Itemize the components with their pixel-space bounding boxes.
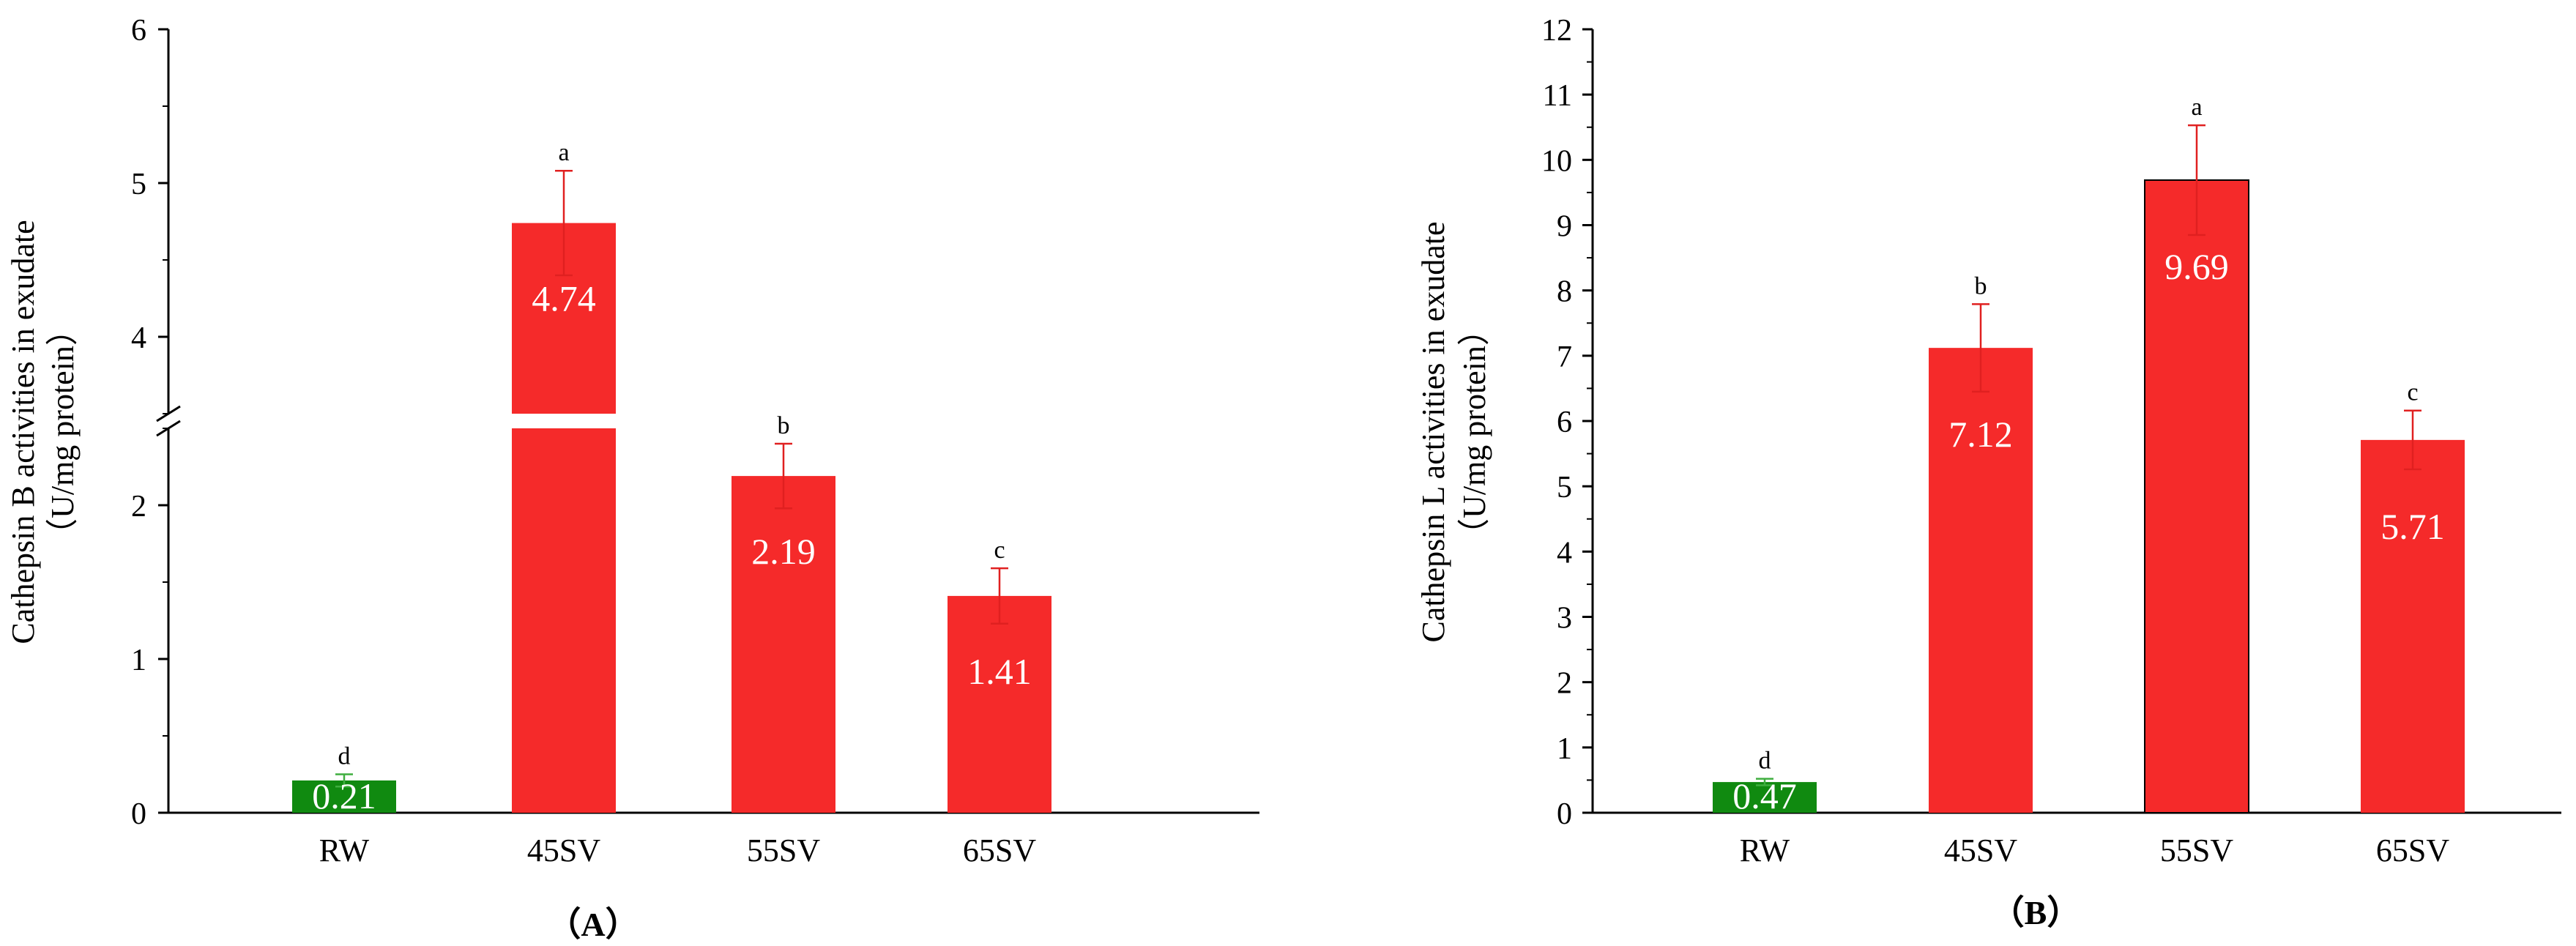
- chart-a-x-tick-label: 55SV: [747, 833, 820, 868]
- chart-a-labels: d 0.21 a 4.74 b 2.19 c 1.41: [312, 139, 1032, 816]
- chart-b-x-tick-label: 45SV: [1944, 833, 2017, 868]
- chart-a-value-label: 1.41: [967, 651, 1032, 692]
- chart-b-significance-label: c: [2407, 379, 2418, 406]
- chart-a-x-tick-label: 45SV: [527, 833, 600, 868]
- chart-b-y-tick-label: 12: [1541, 14, 1572, 48]
- chart-b-ylabel-unit: （U/mg protein）: [1456, 313, 1492, 551]
- chart-a-y-tick-label: 0: [131, 797, 146, 831]
- chart-a-axes: [156, 28, 1259, 814]
- chart-a-ylabel-unit: （U/mg protein）: [45, 313, 81, 551]
- chart-b-bar-65sv: [2361, 439, 2465, 813]
- chart-a-ylabel: Cathepsin B activities in exudate: [5, 220, 41, 644]
- chart-a-significance-label: a: [558, 139, 569, 166]
- chart-b-bar-55sv: [2144, 179, 2249, 814]
- chart-a-bar-65sv: [948, 595, 1051, 813]
- chart-b-y-tick-label: 8: [1557, 275, 1572, 309]
- chart-b-value-label: 0.47: [1732, 775, 1797, 816]
- chart-b-labels: d0.47 b 7.12 a 9.69 c 5.71: [1732, 94, 2445, 816]
- chart-b-significance-label: d: [1759, 748, 1771, 775]
- chart-a-y-tick-label: 4: [131, 321, 146, 355]
- chart-b-x-tick-label: RW: [1740, 833, 1790, 868]
- chart-b-bar-45sv: [1929, 348, 2033, 813]
- chart-a-value-label: 4.74: [532, 278, 596, 319]
- chart-a-y-tick-label: 2: [131, 490, 146, 524]
- chart-b-y-tick-label: 0: [1557, 797, 1572, 831]
- chart-b-y-tick-label: 5: [1557, 471, 1572, 504]
- chart-b-y-tick-label: 4: [1557, 536, 1572, 570]
- chart-a-significance-label: c: [994, 537, 1005, 564]
- chart-a-y-tick-label: 1: [131, 644, 146, 677]
- chart-a-y-tick-label: 5: [131, 168, 146, 201]
- chart-a-bar-55sv: [732, 476, 835, 813]
- chart-b-value-label: 9.69: [2164, 246, 2229, 287]
- chart-a-panel-label: （A）: [547, 906, 639, 943]
- chart-b-y-tick-label: 7: [1557, 340, 1572, 374]
- chart-b-x-tick-label: 65SV: [2376, 833, 2449, 868]
- chart-a-x-tick-label: RW: [319, 833, 370, 868]
- chart-b-error-bars: [1756, 124, 2421, 786]
- chart-a-x-tick-label: 65SV: [963, 833, 1036, 868]
- chart-a-bar-45sv: [512, 428, 616, 813]
- chart-b: Cathepsin L activities in exudate （U/mg …: [1415, 14, 2561, 931]
- chart-b-x-tick-label: 55SV: [2160, 833, 2233, 868]
- chart-b-value-label: 7.12: [1948, 414, 2013, 455]
- chart-b-value-label: 5.71: [2380, 506, 2445, 547]
- chart-b-y-tick-label: 9: [1557, 210, 1572, 244]
- chart-a: Cathepsin B activities in exudate （U/mg …: [5, 14, 1259, 943]
- chart-b-y-tick-label: 3: [1557, 602, 1572, 636]
- chart-b-y-tick-label: 2: [1557, 667, 1572, 701]
- chart-a-significance-label: d: [338, 743, 351, 770]
- chart-b-significance-label: a: [2191, 94, 2202, 121]
- chart-b-y-tick-label: 6: [1557, 406, 1572, 439]
- chart-b-bar-rw: [1713, 782, 1817, 813]
- chart-b-ylabel: Cathepsin L activities in exudate: [1415, 221, 1451, 642]
- chart-a-error-bars: [335, 169, 1008, 788]
- chart-a-significance-label: b: [778, 412, 790, 439]
- chart-b-panel-label: （B）: [1991, 894, 2081, 931]
- chart-b-y-tick-label: 10: [1541, 144, 1572, 178]
- chart-a-value-label: 2.19: [751, 531, 816, 572]
- chart-b-bars: [1713, 179, 2465, 814]
- chart-a-tick-labels: 0 1 2 4 5 6 RW 45SV 55SV 65SV: [131, 14, 1036, 868]
- chart-b-y-tick-label: 11: [1543, 79, 1572, 113]
- chart-b-significance-label: b: [1975, 272, 1987, 299]
- chart-a-value-label: 0.21: [312, 775, 376, 816]
- chart-a-bars: [292, 223, 1051, 813]
- chart-b-y-tick-label: 1: [1557, 732, 1572, 766]
- chart-a-y-tick-label: 6: [131, 14, 146, 48]
